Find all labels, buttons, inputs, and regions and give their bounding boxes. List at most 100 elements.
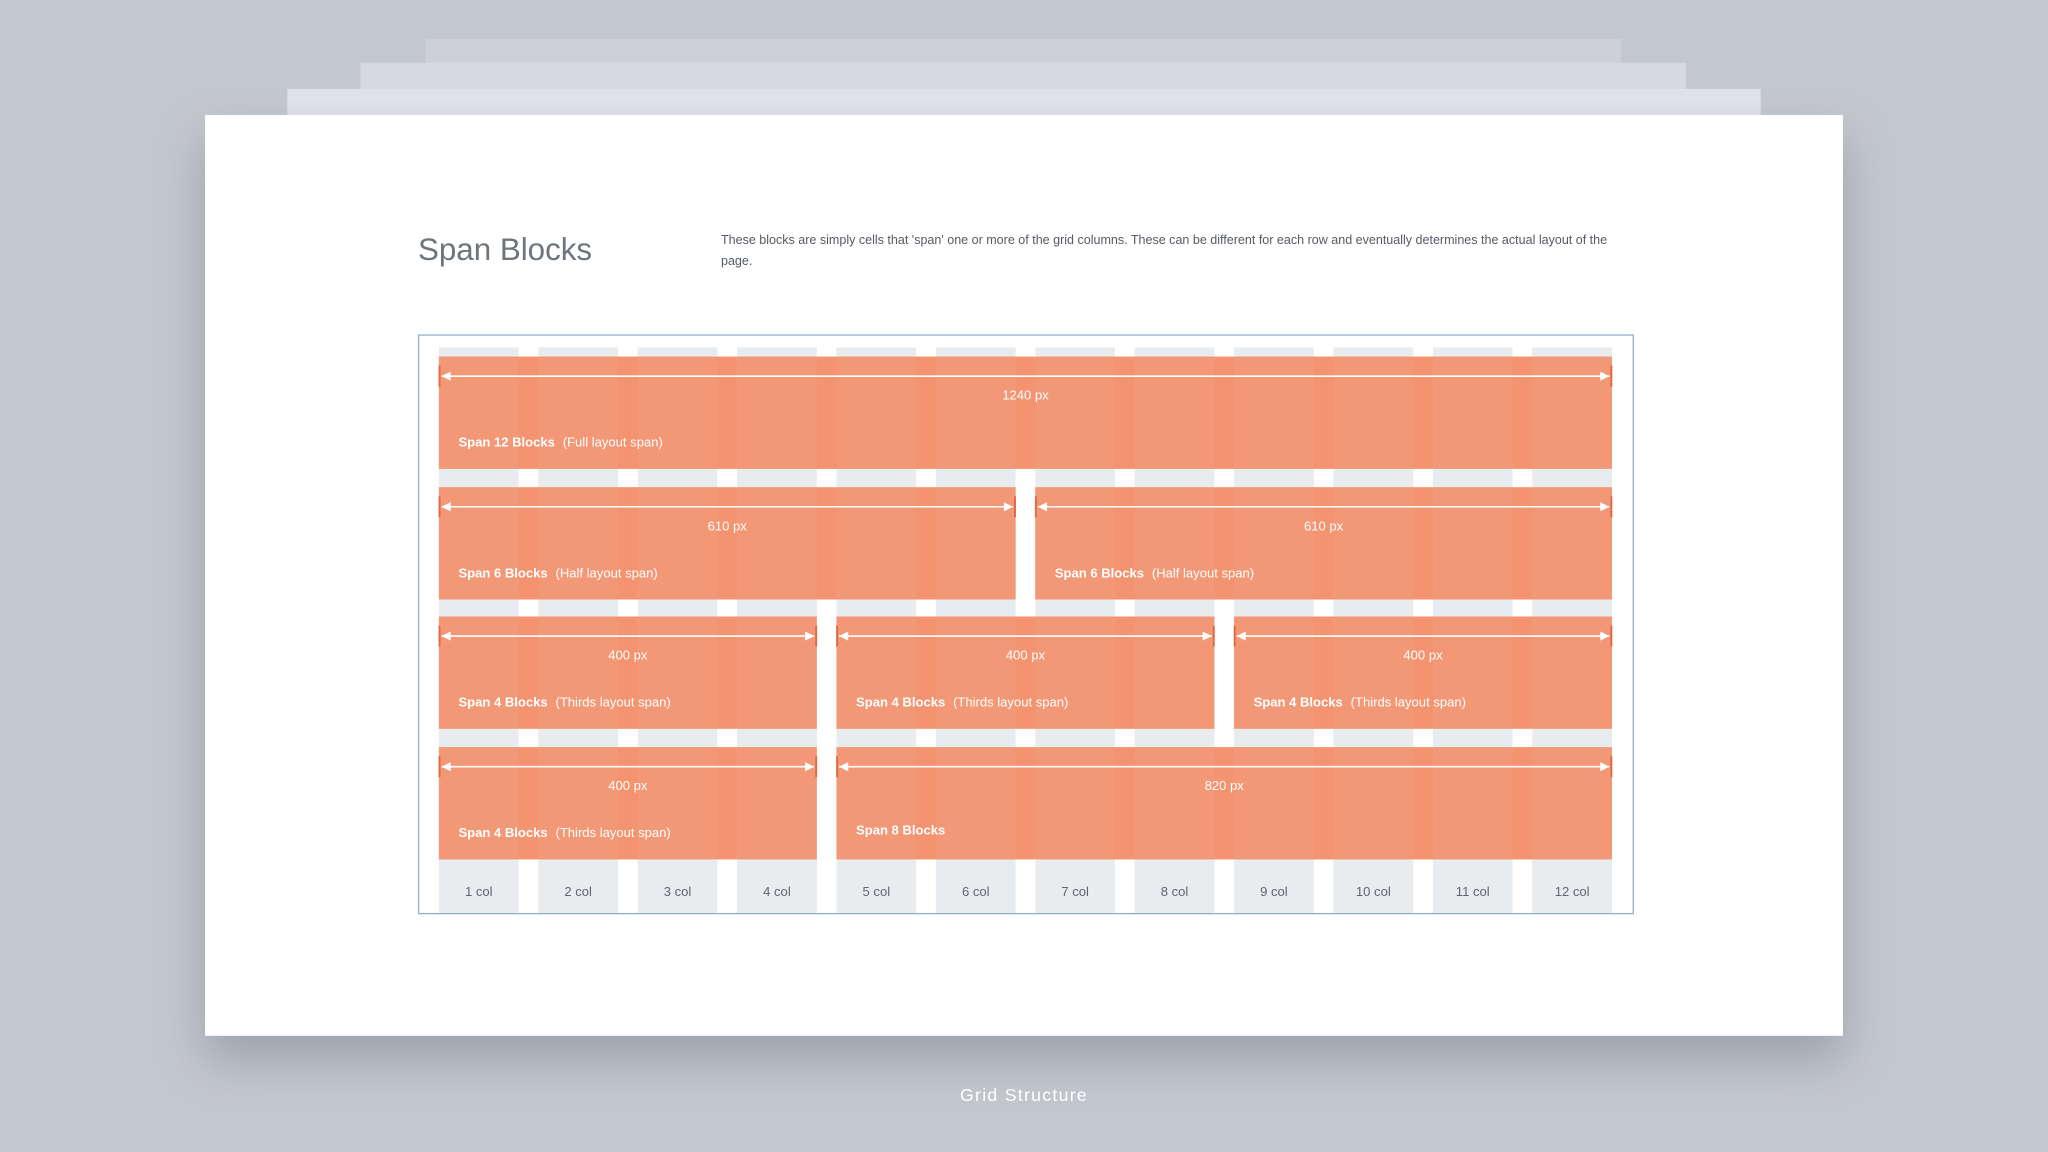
title: Span Blocks bbox=[418, 232, 592, 267]
column-stripe bbox=[1234, 747, 1314, 860]
block-name: Span 4 Blocks bbox=[1254, 695, 1343, 710]
column-stripe bbox=[1532, 616, 1613, 729]
arrowhead bbox=[805, 631, 815, 641]
column-label: 4 col bbox=[763, 884, 791, 899]
arrowhead bbox=[1600, 631, 1610, 641]
block-width: 1240 px bbox=[1002, 388, 1049, 403]
column-stripe bbox=[737, 747, 817, 860]
arrowhead bbox=[1600, 502, 1610, 512]
column-label: 10 col bbox=[1356, 884, 1391, 899]
column-label: 8 col bbox=[1161, 884, 1189, 899]
block-note: (Half layout span) bbox=[1152, 565, 1254, 580]
span-block bbox=[1035, 487, 1613, 600]
block-name: Span 4 Blocks bbox=[458, 825, 547, 840]
column-stripe bbox=[1035, 616, 1116, 729]
column-stripe bbox=[935, 747, 1016, 860]
arrowhead bbox=[1037, 502, 1047, 512]
column-stripe bbox=[1432, 747, 1513, 860]
arrowhead bbox=[441, 631, 451, 641]
column-stripe bbox=[1532, 747, 1613, 860]
block-width: 400 px bbox=[1006, 648, 1046, 663]
block-width: 610 px bbox=[708, 518, 748, 533]
column-label: 11 col bbox=[1456, 884, 1490, 899]
block-note: (Thirds layout span) bbox=[555, 695, 670, 710]
column-stripe bbox=[1035, 356, 1116, 469]
block-label: Span 4 Blocks (Thirds layout span) bbox=[458, 825, 670, 840]
column-stripe bbox=[1234, 616, 1314, 729]
column-stripe bbox=[538, 487, 619, 600]
block-width: 400 px bbox=[1403, 648, 1443, 663]
block-name: Span 12 Blocks bbox=[458, 435, 554, 450]
arrowhead bbox=[839, 762, 849, 772]
span-block bbox=[438, 487, 1016, 600]
column-stripe bbox=[836, 487, 917, 600]
column-label: 5 col bbox=[863, 884, 891, 899]
column-label: 9 col bbox=[1260, 884, 1288, 899]
span-block bbox=[438, 616, 817, 729]
column-stripe bbox=[538, 616, 619, 729]
column-stripe bbox=[1333, 487, 1414, 600]
block-name: Span 4 Blocks bbox=[458, 695, 547, 710]
arrowhead bbox=[1600, 762, 1610, 772]
column-stripe bbox=[836, 356, 917, 469]
block-label: Span 4 Blocks (Thirds layout span) bbox=[458, 695, 670, 710]
column-label: 2 col bbox=[564, 884, 592, 899]
block-width: 400 px bbox=[608, 648, 648, 663]
column-label: 6 col bbox=[962, 884, 990, 899]
block-label: Span 8 Blocks bbox=[856, 823, 945, 838]
column-stripe bbox=[438, 487, 519, 600]
column-stripe bbox=[438, 747, 519, 860]
column-stripe bbox=[438, 616, 519, 729]
grid: 1 col 2 col 3 col 4 col 5 col 6 col 7 col 8 col… bbox=[438, 347, 1613, 913]
description: These blocks are simply cells that 'span… bbox=[720, 233, 1608, 270]
column-stripe bbox=[935, 356, 1016, 469]
column-stripe bbox=[1134, 487, 1215, 600]
column-stripe bbox=[737, 616, 817, 729]
block-width: 610 px bbox=[1304, 518, 1344, 533]
column-stripe bbox=[1333, 616, 1414, 729]
column-stripe bbox=[637, 747, 718, 860]
column-stripe bbox=[1134, 356, 1215, 469]
block-label: Span 4 Blocks (Thirds layout span) bbox=[856, 695, 1068, 710]
column-stripe bbox=[438, 356, 519, 469]
block-label: Span 6 Blocks (Half layout span) bbox=[1055, 565, 1254, 580]
column-stripe bbox=[1432, 616, 1513, 729]
column-stripe bbox=[538, 356, 619, 469]
block-name: Span 6 Blocks bbox=[458, 565, 547, 580]
span-block bbox=[836, 616, 1215, 729]
block-name: Span 6 Blocks bbox=[1055, 565, 1144, 580]
span-block bbox=[438, 356, 1613, 469]
column-stripe bbox=[1432, 356, 1513, 469]
column-stripe bbox=[1432, 487, 1513, 600]
column-label: 1 col bbox=[465, 884, 493, 899]
arrowhead bbox=[839, 631, 849, 641]
arrowhead bbox=[441, 502, 451, 512]
arrowhead bbox=[1202, 631, 1212, 641]
column-label: 3 col bbox=[664, 884, 692, 899]
arrowhead bbox=[441, 762, 451, 772]
block-name: Span 4 Blocks bbox=[856, 695, 945, 710]
column-stripe bbox=[538, 747, 619, 860]
block-width: 820 px bbox=[1205, 778, 1245, 793]
column-stripe bbox=[935, 616, 1016, 729]
column-stripe bbox=[1035, 487, 1116, 600]
span-block bbox=[1234, 616, 1613, 729]
column-stripe bbox=[637, 356, 718, 469]
block-note: (Thirds layout span) bbox=[555, 825, 670, 840]
column-stripe bbox=[737, 356, 817, 469]
column-stripe bbox=[836, 747, 917, 860]
description-box: These blocks are simply cells that 'span… bbox=[720, 233, 1608, 270]
column-stripe bbox=[1234, 487, 1314, 600]
column-stripe bbox=[1134, 616, 1215, 729]
column-stripe bbox=[1333, 356, 1414, 469]
column-stripe bbox=[935, 487, 1016, 600]
column-label: 7 col bbox=[1061, 884, 1089, 899]
column-stripe bbox=[737, 487, 817, 600]
column-stripe bbox=[1532, 487, 1613, 600]
column-stripe bbox=[637, 487, 718, 600]
block-width: 400 px bbox=[608, 778, 648, 793]
arrowhead bbox=[1003, 502, 1014, 512]
column-stripe bbox=[836, 616, 917, 729]
